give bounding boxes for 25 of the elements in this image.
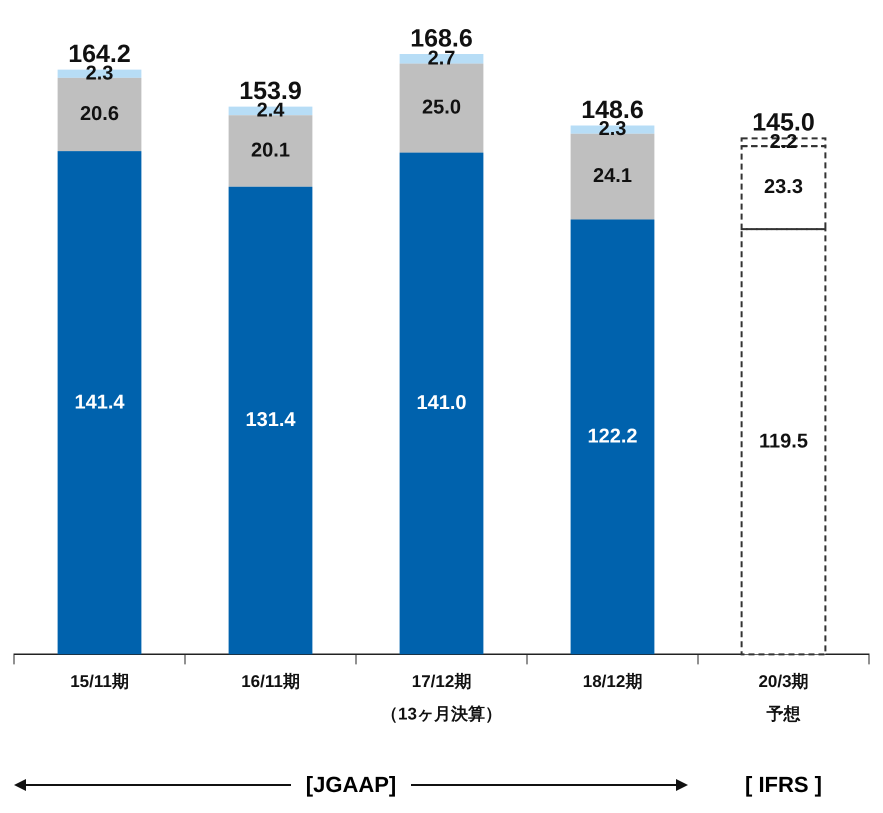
x-tick-label: 15/11期 — [70, 672, 129, 692]
bar — [58, 151, 142, 654]
data-label: 131.4 — [245, 409, 296, 432]
bar — [570, 219, 654, 654]
x-tick-label: 17/12期（13ヶ月決算） — [381, 672, 502, 724]
bar — [400, 152, 484, 654]
data-label: 141.0 — [416, 392, 467, 414]
data-label: 141.4 — [74, 391, 126, 414]
text: [JGAAP] — [304, 772, 398, 798]
bar — [400, 64, 484, 153]
data-label: 24.1 — [593, 165, 632, 188]
data-label: 23.3 — [764, 176, 803, 198]
data-label: 2.7 — [428, 47, 456, 70]
x-tick-label: 20/3期予想 — [758, 672, 809, 724]
x-tick-label: 16/11期 — [241, 672, 300, 692]
data-label: 25.0 — [422, 96, 461, 119]
bar — [228, 186, 312, 654]
data-label: 119.5 — [759, 430, 808, 452]
data-label: 20.1 — [251, 140, 290, 162]
data-label: 20.6 — [80, 103, 119, 126]
x-tick-label: 18/12期 — [582, 672, 642, 692]
data-label: 122.2 — [587, 425, 638, 448]
text: [ IFRS ] — [744, 772, 823, 798]
bar — [570, 134, 654, 220]
bar — [228, 115, 312, 187]
